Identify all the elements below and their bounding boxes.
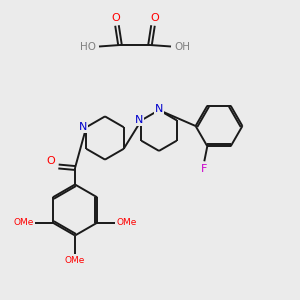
Text: O: O: [150, 13, 159, 23]
Text: OH: OH: [174, 41, 190, 52]
Text: F: F: [201, 164, 208, 174]
Text: OMe: OMe: [65, 256, 85, 265]
Text: HO: HO: [80, 41, 96, 52]
Text: N: N: [79, 122, 88, 132]
Text: O: O: [111, 13, 120, 23]
Text: OMe: OMe: [13, 218, 34, 227]
Text: O: O: [46, 156, 56, 166]
Text: N: N: [135, 115, 143, 125]
Text: OMe: OMe: [116, 218, 137, 227]
Text: N: N: [155, 103, 163, 114]
